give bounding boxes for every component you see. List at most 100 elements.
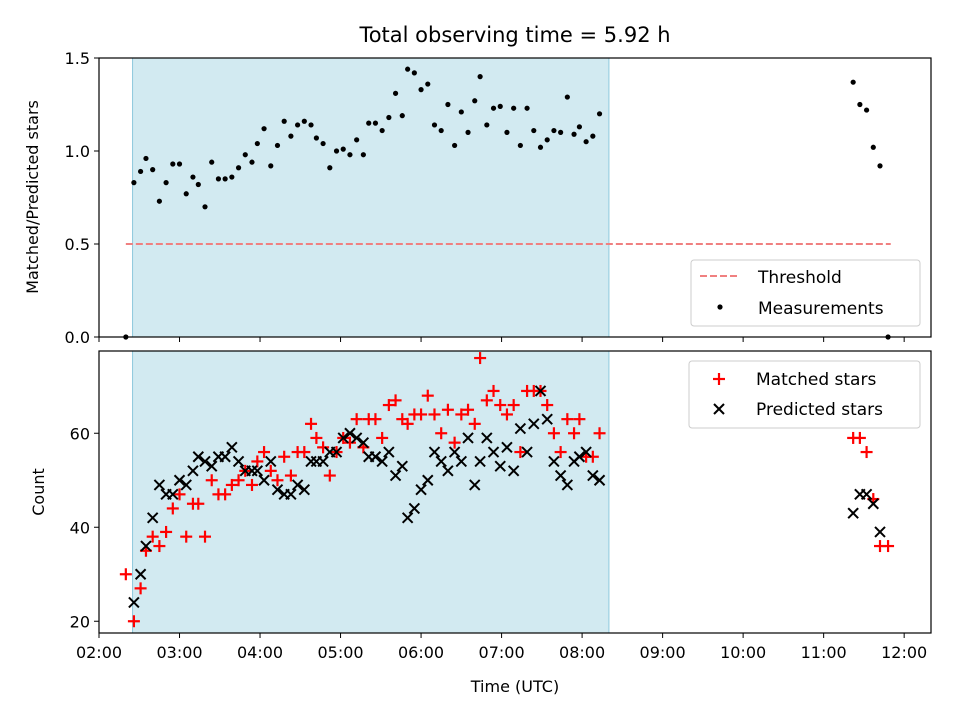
measurement-point — [411, 70, 417, 76]
matched-star-point — [343, 436, 356, 449]
measurement-point — [215, 176, 222, 182]
predicted-star-point — [408, 502, 421, 515]
x-tick-label: 04:00 — [237, 643, 283, 662]
measurement-point — [176, 161, 183, 167]
measurement-point — [295, 122, 301, 128]
ratio-axes-frame — [98, 57, 932, 338]
predicted-star-point — [251, 465, 264, 477]
y-tick-label: 1.5 — [65, 49, 90, 68]
matched-star-point — [468, 417, 481, 430]
predicted-star-point — [554, 469, 567, 482]
predicted-star-point — [396, 460, 408, 472]
measurement-point — [183, 191, 189, 197]
matched-star-point — [480, 394, 493, 407]
predicted-star-point — [494, 460, 506, 472]
ratio-legend: Threshold Measurements — [690, 259, 921, 327]
predicted-star-point — [317, 455, 329, 468]
predicted-star-point — [593, 474, 606, 486]
predicted-star-point — [474, 455, 486, 468]
matched-star-point — [278, 450, 291, 463]
matched-star-point — [264, 464, 277, 477]
predicted-star-point — [847, 507, 859, 519]
matched-star-point — [173, 488, 186, 501]
predicted-star-point — [874, 526, 886, 538]
predicted-star-point — [298, 483, 311, 496]
predicted-star-point — [435, 455, 447, 468]
matched-star-point — [514, 446, 527, 459]
measurement-point — [235, 165, 242, 171]
matched-star-point — [586, 450, 599, 463]
matched-star-point — [853, 431, 866, 444]
predicted-star-point — [140, 540, 152, 552]
ratio-legend-box — [690, 259, 921, 327]
count-x-ticks: 02:00 03:00 04:00 05:00 06:00 07:00 08:00 09:00… — [76, 633, 927, 662]
matched-star-point — [382, 399, 395, 412]
observing-window — [132, 57, 610, 338]
predicted-star-point — [389, 469, 402, 482]
predicted-star-point — [448, 446, 461, 458]
measurement-point — [163, 180, 169, 186]
count-legend: Matched stars Predicted stars — [688, 360, 921, 429]
matched-star-point — [462, 403, 475, 416]
count-legend-box — [688, 360, 921, 429]
predicted-star-point — [285, 488, 297, 501]
measurement-point — [360, 152, 366, 158]
predicted-star-point — [462, 432, 474, 444]
predicted-star-point — [469, 479, 481, 491]
legend-measurements-swatch — [717, 304, 723, 310]
x-tick-label: 02:00 — [76, 643, 122, 662]
predicted-star-point — [128, 596, 140, 609]
x-tick-label: 12:00 — [881, 643, 927, 662]
measurement-point — [138, 168, 144, 175]
predicted-star-point — [573, 451, 586, 463]
matched-star-point — [119, 568, 132, 581]
x-tick-label: 08:00 — [559, 643, 605, 662]
measurement-point — [863, 107, 870, 113]
matched-star-point — [369, 413, 382, 426]
measurement-point — [392, 90, 399, 96]
matched-star-point — [225, 478, 238, 491]
matched-star-point — [146, 530, 159, 543]
measurement-point — [254, 140, 260, 147]
measurement-point — [333, 148, 340, 154]
measurement-point — [222, 176, 228, 182]
measurement-point — [229, 174, 235, 180]
measurement-point — [531, 127, 537, 134]
measurement-point — [472, 98, 478, 104]
matched-star-point — [554, 446, 567, 459]
matched-star-point — [401, 417, 414, 430]
predicted-star-point — [199, 455, 211, 468]
matched-star-point — [389, 394, 402, 407]
matched-star-point — [507, 399, 520, 412]
measurement-point — [484, 122, 490, 128]
measurement-points — [123, 66, 891, 340]
matched-star-point — [310, 431, 323, 444]
y-tick-label: 0.0 — [65, 328, 90, 347]
matched-star-point — [593, 427, 606, 440]
measurement-point — [249, 159, 255, 165]
measurement-point — [511, 105, 517, 111]
measurement-point — [497, 103, 503, 109]
count-y-ticks: 20 40 60 — [70, 424, 99, 631]
predicted-star-point — [401, 512, 414, 524]
predicted-star-point — [561, 479, 574, 491]
predicted-star-point — [330, 446, 343, 458]
measurement-point — [372, 120, 379, 126]
predicted-star-point — [528, 418, 540, 430]
matched-star-point — [541, 399, 554, 412]
legend-matched-swatch — [713, 373, 725, 385]
matched-star-point — [127, 615, 140, 628]
matched-star-point — [192, 497, 205, 510]
predicted-star-point — [587, 469, 599, 482]
predicted-star-point — [291, 479, 304, 491]
predicted-star-point — [187, 465, 199, 477]
ratio-y-ticks: 0.0 0.5 1.0 1.5 — [65, 49, 99, 347]
measurement-point — [131, 180, 137, 186]
measurement-point — [327, 165, 333, 171]
measurement-point — [340, 146, 346, 152]
measurement-point — [386, 114, 392, 121]
predicted-star-point — [206, 460, 218, 472]
predicted-star-point — [180, 479, 192, 491]
matched-star-point — [421, 389, 434, 402]
measurement-point — [150, 167, 156, 173]
